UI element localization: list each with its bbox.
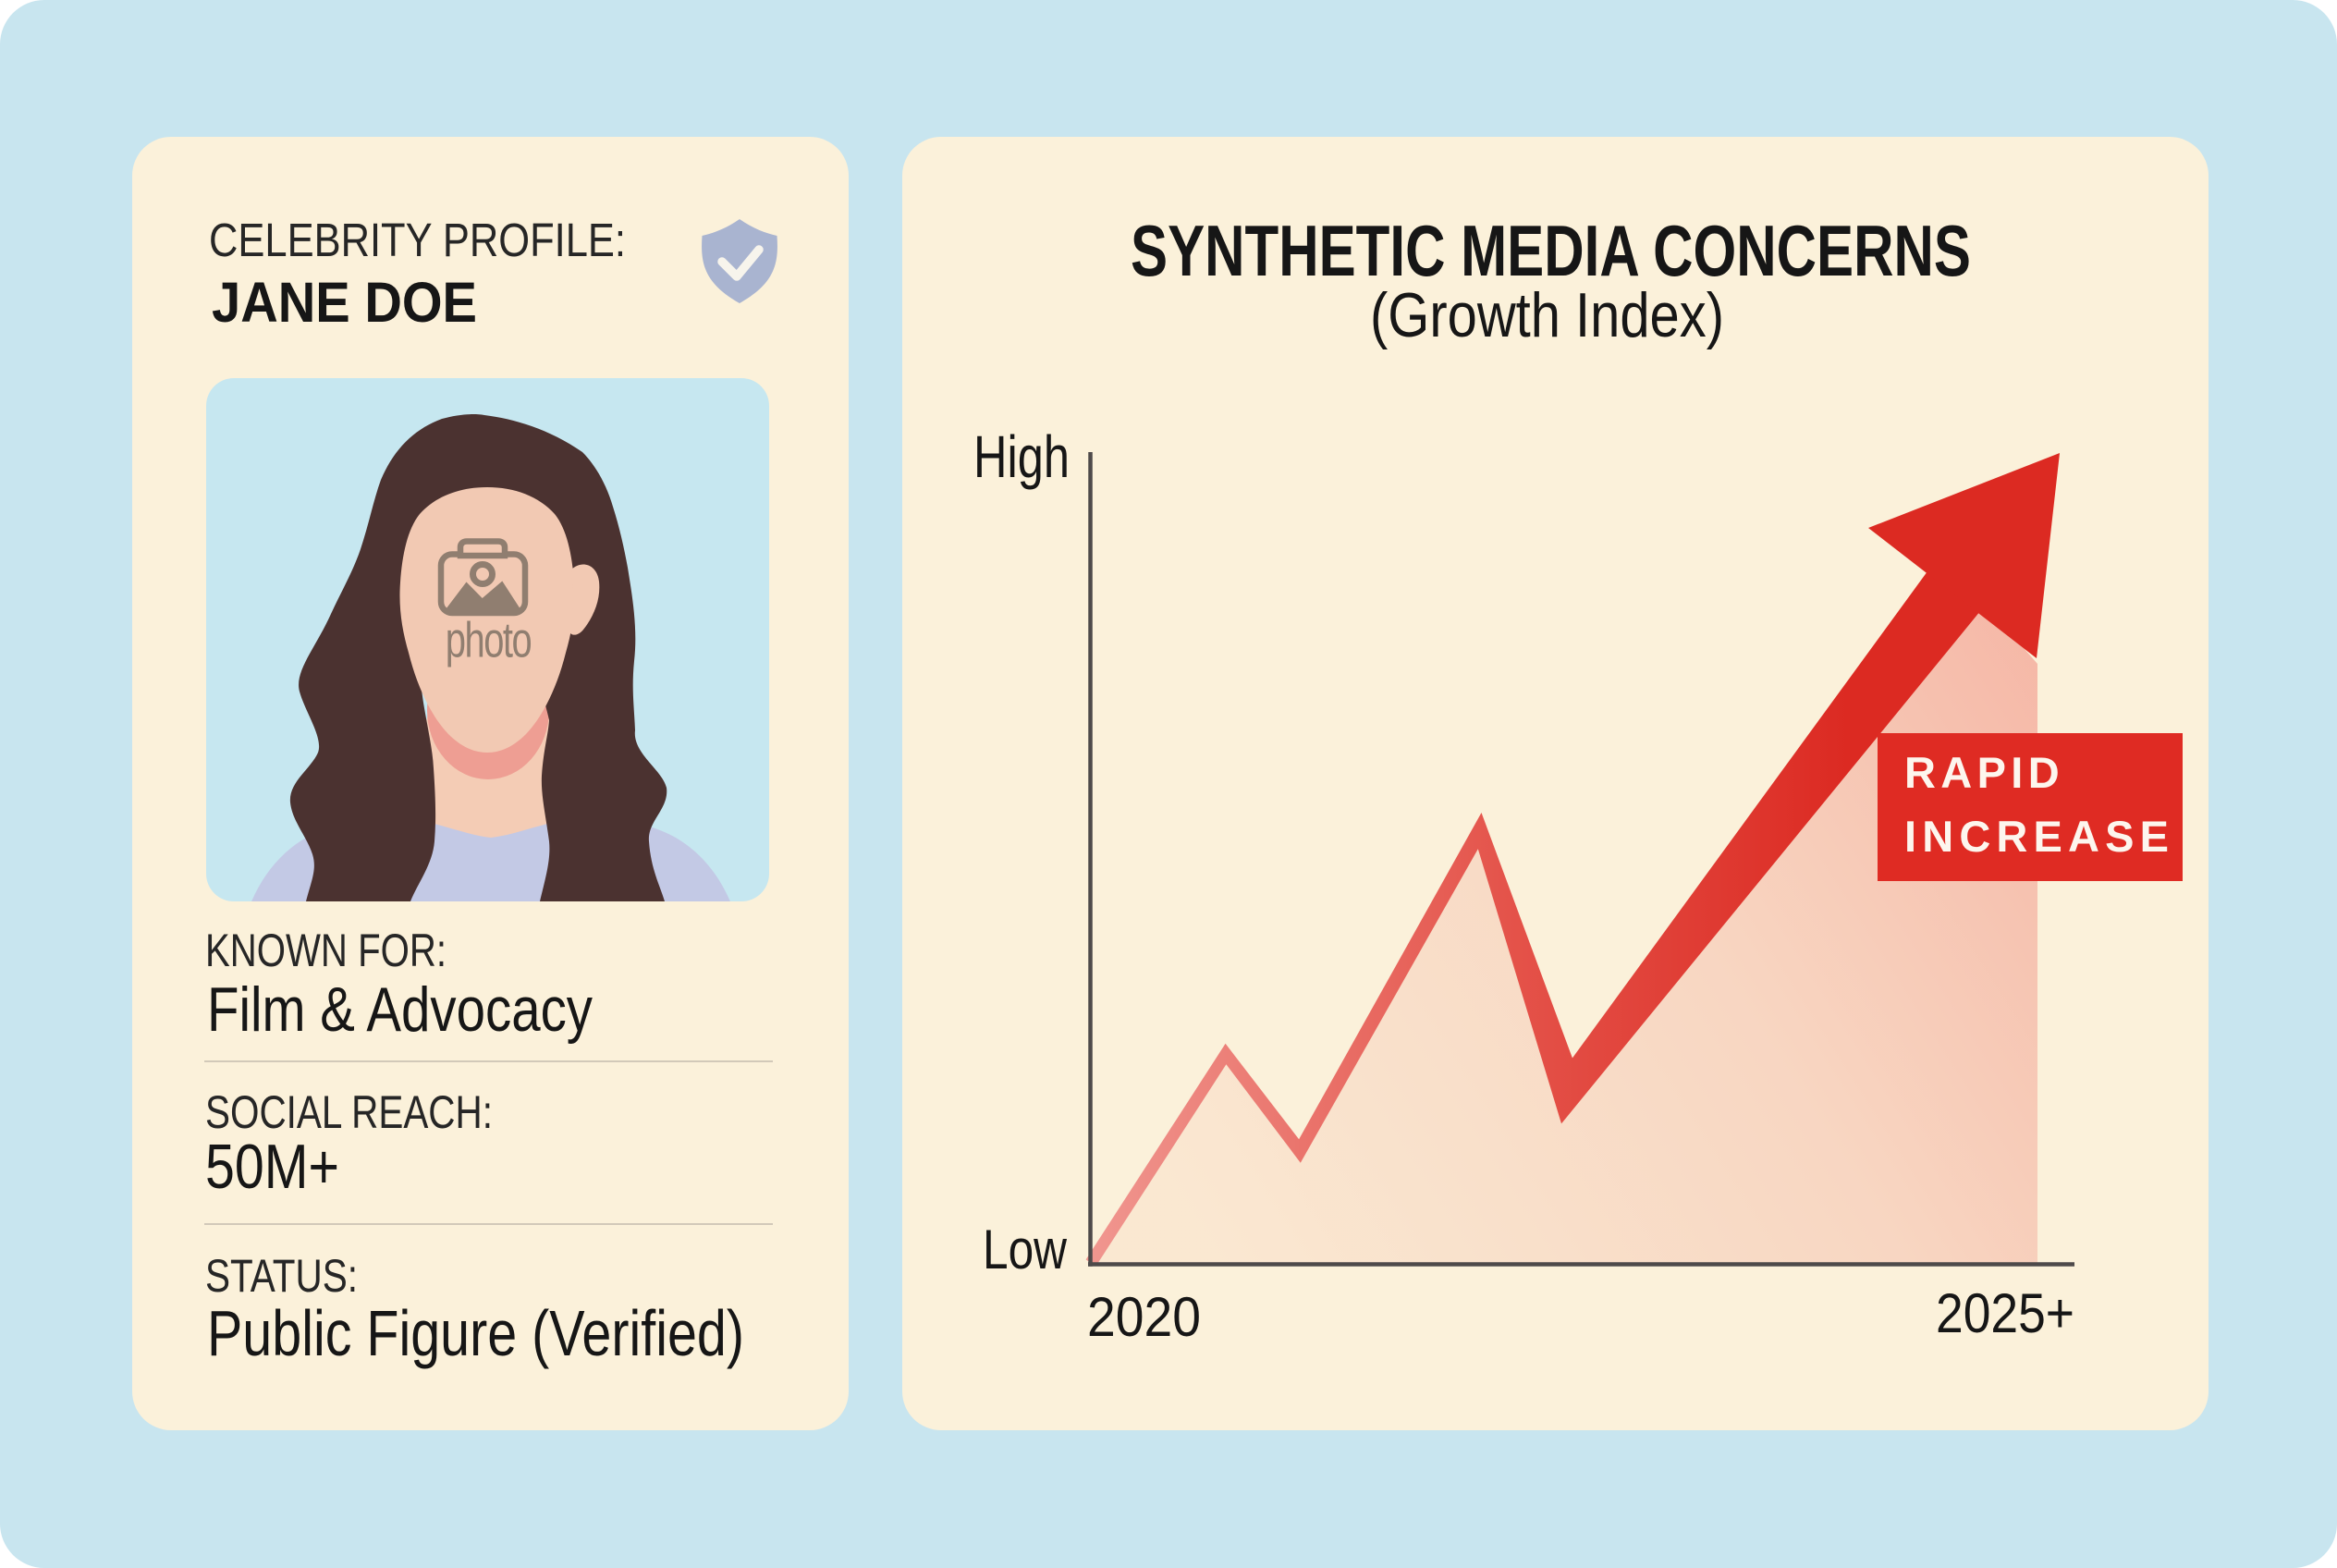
svg-text:photo: photo [446, 613, 532, 668]
